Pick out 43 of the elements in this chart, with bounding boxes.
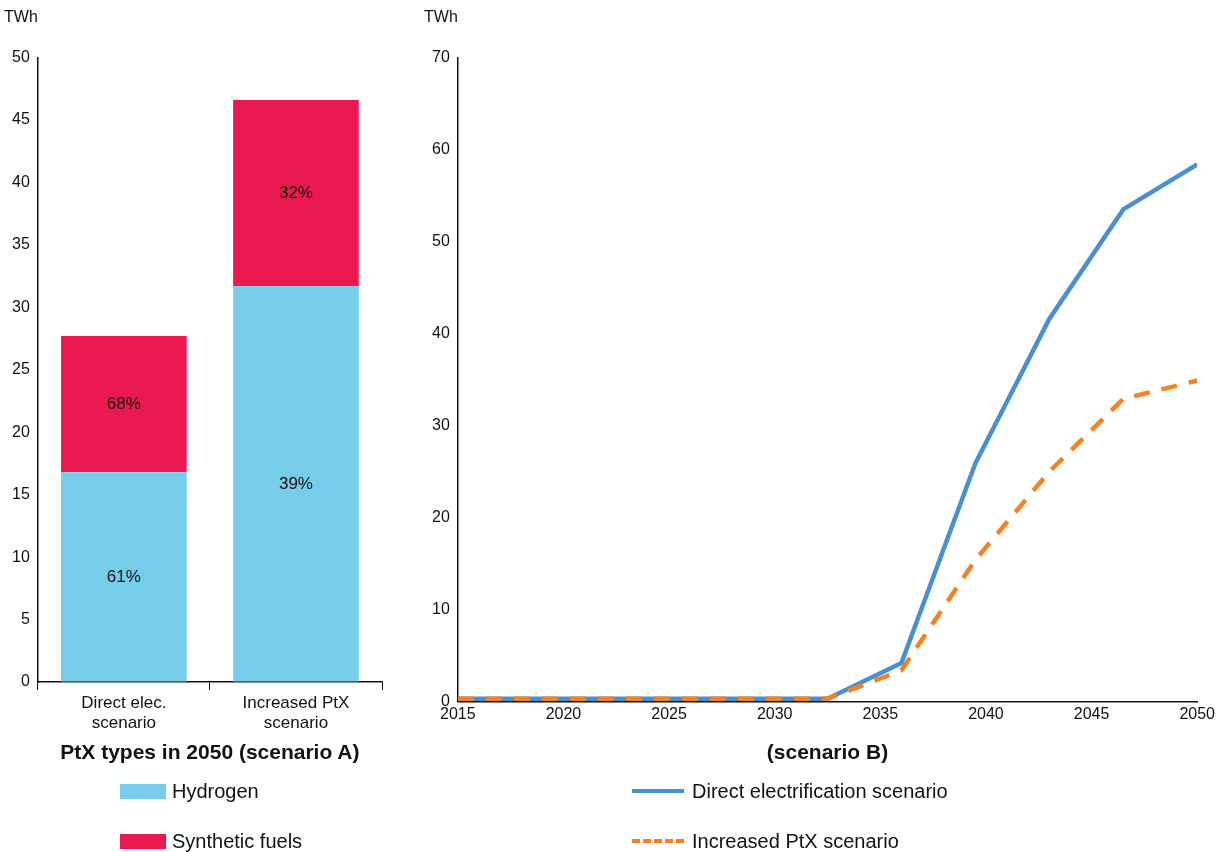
y-tick-label: 30 — [12, 297, 30, 315]
y-tick-label: 30 — [432, 416, 450, 434]
y-tick-label: 5 — [20, 609, 30, 627]
x-tick-label: 2035 — [862, 704, 899, 722]
x-tick-label: 2045 — [1073, 704, 1110, 722]
y-tick-label: 0 — [20, 672, 30, 690]
y-tick-label: 60 — [432, 140, 450, 158]
x-tick-label: 2020 — [545, 704, 582, 722]
x-axis-title: PtX types in 2050 (scenario A) — [60, 740, 360, 764]
y-tick-label: 40 — [432, 324, 450, 342]
x-tick-label: 2025 — [651, 704, 687, 722]
bar — [233, 100, 359, 287]
annotation: 39% — [278, 473, 313, 493]
x-tick-label: Direct elec. scenario — [81, 692, 167, 733]
y-tick-label: 15 — [12, 485, 30, 503]
y-tick-label: 20 — [432, 508, 450, 526]
y-axis-title: TWh — [4, 8, 38, 26]
legend-label: Synthetic fuels — [172, 829, 303, 852]
y-axis-title: TWh — [424, 8, 458, 26]
bar — [233, 286, 359, 682]
legend-label: Increased PtX scenario — [692, 829, 899, 852]
annotation: 32% — [278, 182, 313, 202]
bar — [61, 336, 187, 473]
y-tick-label: 40 — [12, 172, 30, 190]
y-tick-label: 50 — [432, 232, 450, 250]
y-tick-label: 10 — [12, 547, 30, 565]
y-tick-label: 10 — [432, 600, 450, 618]
y-tick-label: 70 — [432, 48, 450, 66]
y-tick-label: 20 — [12, 422, 30, 440]
x-tick-label: 2050 — [1179, 704, 1216, 722]
x-tick-label: 2030 — [756, 704, 793, 722]
legend-label: Direct electrification scenario — [692, 779, 948, 803]
x-tick-label: 2040 — [968, 704, 1004, 722]
y-tick-label: 50 — [12, 48, 30, 66]
annotation: 68% — [106, 393, 141, 413]
bar — [61, 472, 187, 682]
y-tick-label: 45 — [12, 110, 30, 128]
y-tick-label: 25 — [12, 360, 30, 378]
y-tick-label: 35 — [12, 235, 30, 253]
legend-label: Hydrogen — [172, 779, 259, 803]
x-tick-label: Increased PtX scenario — [242, 692, 350, 733]
x-axis-title: (scenario B) — [766, 740, 889, 764]
annotation: 61% — [106, 566, 141, 586]
